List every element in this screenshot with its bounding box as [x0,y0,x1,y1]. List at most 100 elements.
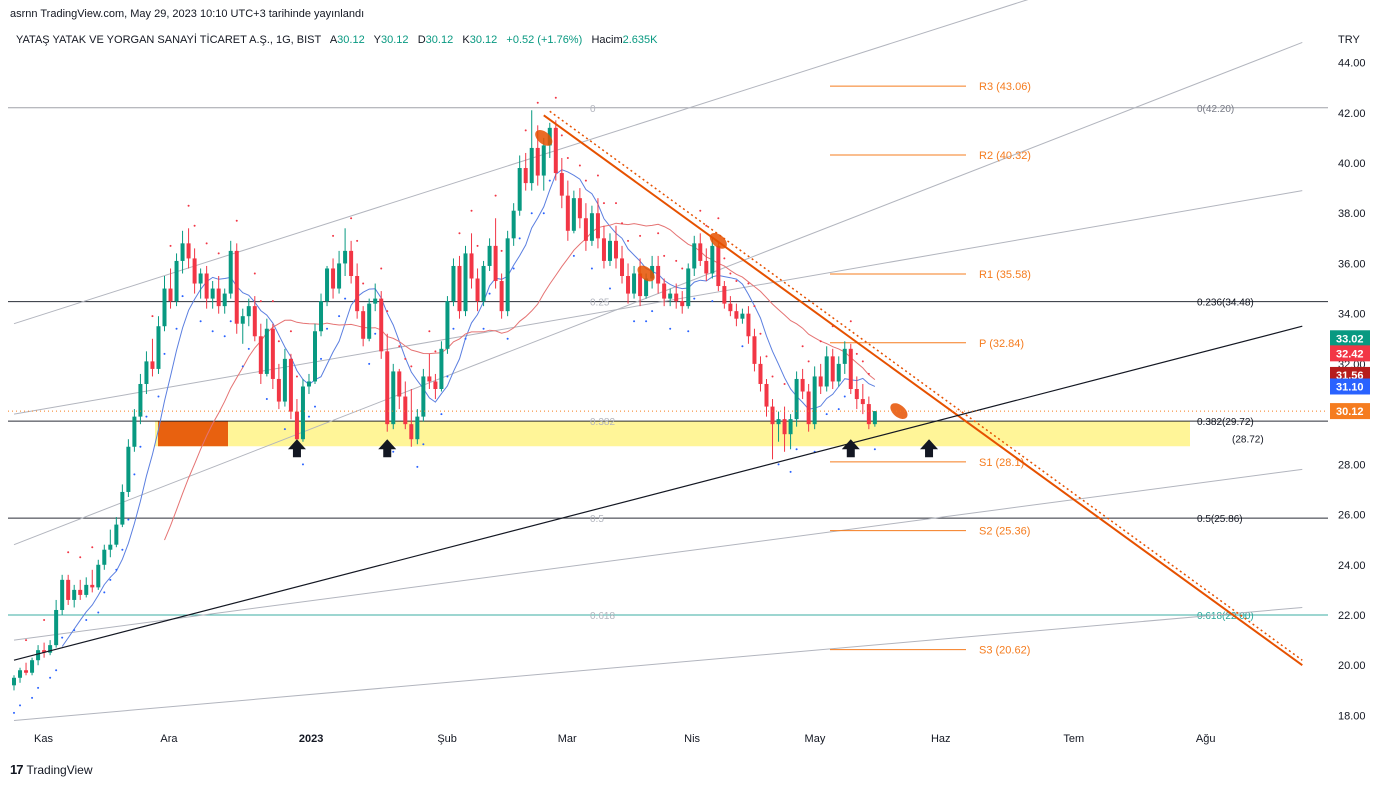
sar-dot [849,320,852,323]
candle-body [246,306,251,317]
sar-dot [657,232,660,235]
candle-body [12,677,16,686]
volume-label: Hacim [591,34,623,46]
sar-dot [175,327,178,330]
candle-body [54,609,59,646]
close-value: 30.12 [469,34,498,46]
touch-marker [709,232,727,249]
candle-body [36,650,41,661]
sar-dot [13,711,15,714]
sar-dot [368,362,371,365]
candle-body [144,361,149,384]
candle-body [216,288,221,307]
candle-body [445,301,450,349]
fib-label-0.236: 0.236(34.48) [1197,298,1254,309]
candle-body [860,399,865,405]
candle-body [523,168,528,184]
candle-body [108,544,113,550]
sar-dot [163,352,166,355]
fib-mid-label-0: 0 [590,104,596,115]
candle-body [614,240,618,259]
sar-dot [452,327,455,330]
candle-body [162,288,167,327]
fib-label-0.5: 0.5(25.86) [1197,514,1243,525]
time-tick-Mar: Mar [558,733,577,745]
candle-body [192,258,197,284]
candle-body [276,378,281,402]
candle-body [463,253,468,312]
sar-dot [440,413,443,416]
sar-dot [669,327,672,330]
support-zone-layer: (28.72) [155,421,1264,447]
sar-dot [241,365,244,368]
sar-dot [115,568,118,571]
price-tick-20.00: 20.00 [1338,660,1366,672]
candle-body [96,564,101,588]
candle-body [559,173,564,196]
sar-dot [37,686,40,689]
sar-dot [55,669,58,672]
sar-dot [536,101,539,104]
candle-body [391,371,396,425]
sar-dot [717,217,720,220]
time-tick-Şub: Şub [437,733,457,745]
candle-body [632,273,637,294]
sar-dot [807,360,810,363]
sar-dot [49,676,52,679]
channel-line-3 [13,468,1303,641]
sar-dot [861,360,864,363]
candle-body [529,147,534,184]
fib-label-0.618: 0.618(22.00) [1197,611,1254,622]
pivot-label-S1: S1 (28.1) [979,457,1024,469]
sar-dot [67,551,70,554]
time-tick-Haz: Haz [931,733,951,745]
sar-dot [572,254,575,257]
candle-body [493,245,498,282]
sar-dot [777,463,780,466]
candle-body [457,265,462,312]
sar-dot [765,355,768,358]
candle-body [252,306,257,337]
price-tag-33.02: 33.02 [1336,333,1364,345]
sar-dot [554,96,557,99]
sar-dot [205,242,208,245]
publish-info: asrnn TradingView.com, May 29, 2023 10:1… [10,8,365,20]
sar-dot [380,267,383,270]
candle-body [319,301,324,332]
sar-dot [145,415,148,418]
fib-mid-label-0.618: 0.618 [590,611,615,622]
candle-body [258,336,263,374]
sar-dot [235,219,238,222]
sar-dot [301,463,304,466]
time-axis-layer: Kas Ara 2023 Şub Mar Nis May Haz Tem Ağu [34,733,1215,745]
candle-body [282,358,287,402]
candle-body [403,396,408,425]
candle-body [571,198,576,231]
channel-line-4 [13,0,1029,325]
candle-body [168,288,173,302]
candle-body [24,670,29,673]
sar-dot [446,375,449,378]
sar-dot [512,267,515,270]
sar-dot [422,443,425,446]
sar-dot [548,179,551,182]
candle-body [674,293,679,302]
support-zone-origin [158,421,228,447]
fibonacci-layer: 0(42.20) 0 0.236(34.48) 0.25 0.382(29.72) 0.3… [8,104,1328,622]
sar-dot [277,340,280,343]
candle-body [367,303,372,339]
sar-dot [91,546,94,549]
sar-dot [97,611,100,614]
candle-body [728,303,733,312]
sar-dot [410,365,413,368]
candle-body [397,371,402,397]
sar-dot [434,350,437,353]
sar-dot [169,244,172,247]
sar-dot [374,332,377,335]
price-tag-bg [1330,345,1370,362]
candle-body [300,386,305,440]
sar-dot [524,129,527,132]
touch-marker [890,403,908,419]
candle-body [379,298,384,352]
